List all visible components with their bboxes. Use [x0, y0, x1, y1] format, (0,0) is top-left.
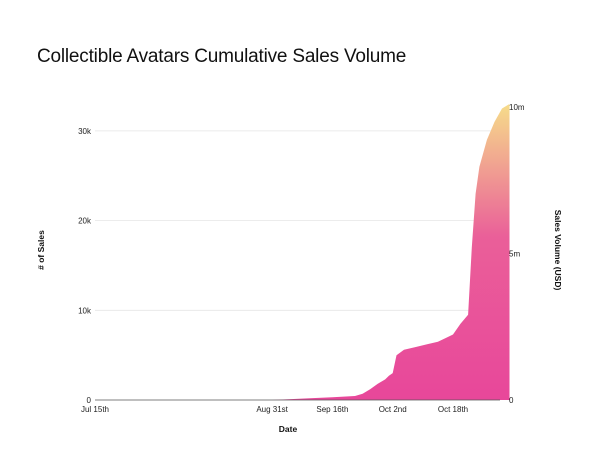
y-tick-label: 0 [87, 396, 92, 405]
y2-tick-label: 0 [509, 396, 514, 405]
grid-lines [95, 130, 500, 311]
x-tick-label: Jul 15th [81, 405, 109, 414]
chart-title: Collectible Avatars Cumulative Sales Vol… [37, 46, 407, 67]
x-tick-label: Oct 2nd [379, 405, 407, 414]
y2-tick-label: 10m [509, 103, 525, 112]
y-tick-labels: 0 10k 20k 30k [78, 127, 92, 405]
y2-tick-labels: 0 5m 10m [509, 103, 525, 405]
x-tick-label: Sep 16th [316, 405, 348, 414]
y-axis-label: # of Sales [36, 230, 46, 270]
y2-tick-label: 5m [509, 250, 520, 259]
y-tick-label: 20k [78, 217, 92, 226]
area-series-fill [95, 104, 510, 400]
x-axis-label: Date [279, 424, 298, 434]
x-tick-labels: Jul 15th Aug 31st Sep 16th Oct 2nd Oct 18th [81, 405, 468, 414]
x-tick-label: Aug 31st [256, 405, 288, 414]
y-tick-label: 10k [78, 306, 92, 315]
y-tick-label: 30k [78, 127, 92, 136]
x-tick-label: Oct 18th [438, 405, 468, 414]
y2-axis-label: Sales Volume (USD) [553, 210, 563, 291]
